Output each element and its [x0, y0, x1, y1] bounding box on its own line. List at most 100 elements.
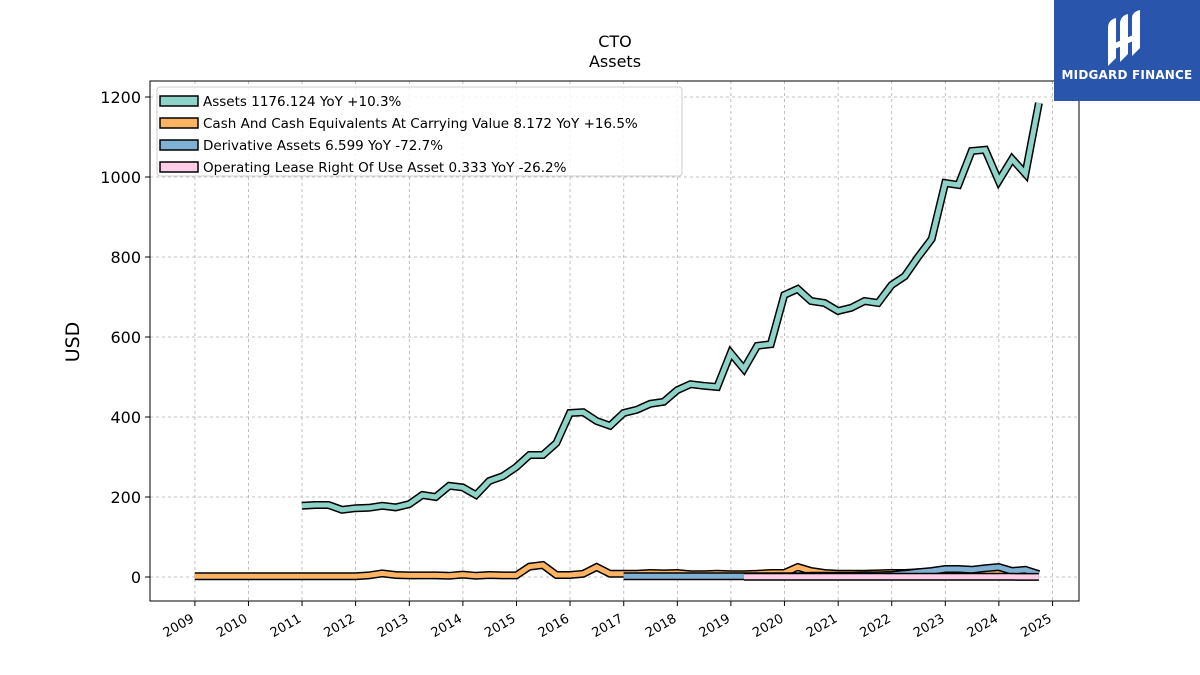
- data-point: [380, 504, 384, 508]
- data-point: [461, 573, 465, 577]
- data-point: [956, 567, 960, 571]
- data-point: [916, 255, 920, 259]
- data-point: [1037, 575, 1041, 579]
- legend: Assets 1176.124 YoY +10.3% Cash And Cash …: [156, 86, 683, 177]
- data-point: [581, 410, 585, 414]
- data-point: [514, 573, 518, 577]
- x-tick-label: 2010: [214, 611, 250, 641]
- data-point: [313, 503, 317, 507]
- x-axis: 2009 2010 2011 2012 2013 2014 2015 2016 2017 2018…: [161, 601, 1055, 641]
- midgard-logo-icon: [1108, 10, 1140, 66]
- y-tick-label: 400: [110, 408, 141, 427]
- data-point: [353, 574, 357, 578]
- data-point: [487, 573, 491, 577]
- data-point: [541, 563, 545, 567]
- data-point: [1023, 568, 1027, 572]
- data-point: [903, 575, 907, 579]
- data-point: [796, 287, 800, 291]
- data-point: [595, 419, 599, 423]
- data-point: [876, 301, 880, 305]
- y-tick-label: 600: [110, 328, 141, 347]
- data-point: [300, 574, 304, 578]
- data-point: [340, 574, 344, 578]
- data-point: [434, 495, 438, 499]
- x-tick-label: 2015: [482, 611, 518, 641]
- data-point: [1010, 157, 1014, 161]
- x-tick-label: 2020: [750, 611, 786, 641]
- data-point: [447, 484, 451, 488]
- data-point: [568, 573, 572, 577]
- y-axis: 0 200 400 600 800 1000 1200: [100, 88, 150, 587]
- data-point: [956, 183, 960, 187]
- data-point: [501, 474, 505, 478]
- data-point: [541, 453, 545, 457]
- data-point: [930, 569, 934, 573]
- legend-entry: Operating Lease Right Of Use Asset 0.333…: [203, 160, 567, 176]
- x-tick-label: 2025: [1018, 611, 1054, 641]
- data-point: [461, 485, 465, 489]
- data-point: [340, 508, 344, 512]
- brand-logo: MIDGARD FINANCE: [1054, 0, 1200, 101]
- data-point: [622, 411, 626, 415]
- data-point: [675, 574, 679, 578]
- data-point: [622, 574, 626, 578]
- brand-name: MIDGARD FINANCE: [1061, 68, 1193, 82]
- legend-entry: Cash And Cash Equivalents At Carrying Va…: [203, 116, 638, 132]
- data-point: [983, 148, 987, 152]
- data-point: [1037, 101, 1041, 105]
- series-3: [742, 572, 1041, 581]
- data-point: [769, 342, 773, 346]
- data-point: [447, 574, 451, 578]
- data-point: [608, 424, 612, 428]
- y-axis-label: USD: [62, 322, 84, 363]
- data-point: [729, 351, 733, 355]
- plot-frame: [149, 80, 1080, 602]
- data-point: [326, 503, 330, 507]
- data-point: [956, 575, 960, 579]
- data-point: [702, 574, 706, 578]
- data-point: [742, 575, 746, 579]
- data-point: [407, 502, 411, 506]
- data-point: [407, 573, 411, 577]
- data-point: [193, 574, 197, 578]
- data-point: [595, 565, 599, 569]
- data-point: [501, 573, 505, 577]
- data-point: [246, 574, 250, 578]
- data-point: [997, 565, 1001, 569]
- data-point: [420, 493, 424, 497]
- legend-entry: Assets 1176.124 YoY +10.3%: [203, 94, 402, 110]
- data-point: [836, 309, 840, 313]
- data-point: [970, 149, 974, 153]
- legend-entry: Derivative Assets 6.599 YoY -72.7%: [203, 138, 443, 154]
- data-point: [554, 441, 558, 445]
- x-tick-label: 2021: [804, 611, 840, 641]
- data-point: [487, 479, 491, 483]
- data-point: [528, 565, 532, 569]
- data-point: [863, 299, 867, 303]
- data-point: [943, 181, 947, 185]
- data-point: [796, 565, 800, 569]
- data-point: [394, 573, 398, 577]
- x-tick-label: 2022: [858, 611, 894, 641]
- legend-box: [156, 86, 683, 177]
- data-point: [420, 573, 424, 577]
- x-tick-label: 2024: [965, 611, 1001, 641]
- data-point: [568, 411, 572, 415]
- data-point: [796, 575, 800, 579]
- x-tick-label: 2016: [536, 611, 572, 641]
- x-tick-label: 2011: [268, 611, 304, 641]
- series-layer: [193, 101, 1043, 581]
- x-tick-label: 2023: [911, 611, 947, 641]
- data-point: [782, 293, 786, 297]
- data-point: [300, 504, 304, 508]
- y-tick-label: 1200: [100, 88, 141, 107]
- data-point: [675, 388, 679, 392]
- data-point: [528, 453, 532, 457]
- data-point: [474, 574, 478, 578]
- x-tick-label: 2014: [429, 611, 465, 641]
- data-point: [943, 567, 947, 571]
- data-point: [662, 400, 666, 404]
- data-point: [1010, 575, 1014, 579]
- data-point: [474, 493, 478, 497]
